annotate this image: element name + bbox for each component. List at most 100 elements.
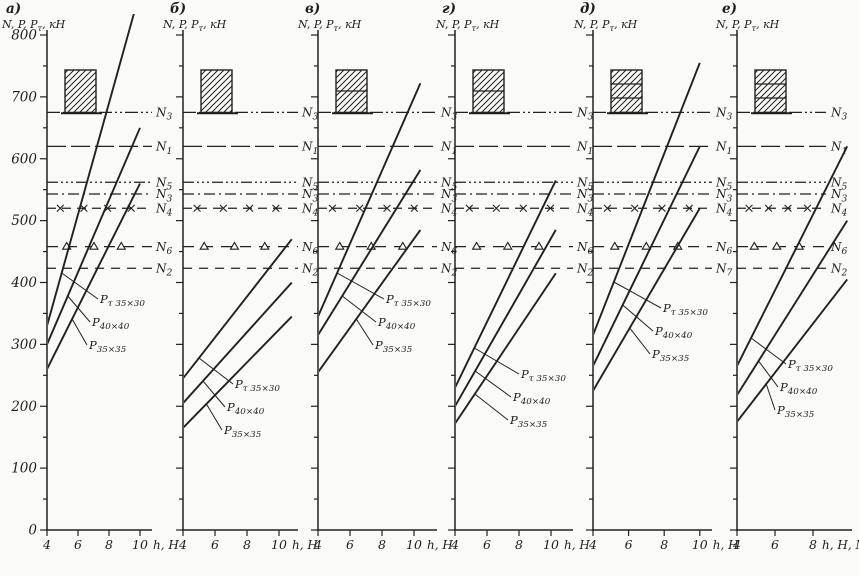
p-line-P-40x40 — [319, 169, 422, 336]
panel-d: 4 6 8 10 h, Нд)N, P, Pτ, кНN3N1N5N3N4N6N7Pτ … — [573, 1, 739, 552]
triangle-marker — [334, 241, 345, 250]
x-tick-label: 4 — [178, 537, 187, 552]
x-tick-label: 6 — [74, 537, 82, 552]
p-line-Pt-35x30 — [738, 145, 849, 367]
n-line-label-N3-lower: N3 — [576, 187, 594, 204]
p-line-label-P-35x35: P35×35 — [88, 338, 127, 355]
x-tick-label: 8 — [243, 537, 251, 552]
x-marker — [745, 204, 753, 213]
n-line-label-N2: N2 — [301, 261, 319, 278]
n-line-label-N1: N1 — [301, 140, 318, 157]
x-tick-label: 10 — [543, 537, 559, 552]
y-tick-label: 300 — [11, 337, 37, 353]
p-label-leader — [750, 337, 787, 365]
p-label-leader — [67, 295, 91, 323]
y-tick-label: 0 — [28, 523, 37, 539]
x-tick-label: 4 — [313, 537, 322, 552]
p-line-P-35x35 — [738, 278, 848, 422]
n-line-label-N7: N7 — [715, 261, 733, 278]
p-line-P-35x35 — [456, 272, 557, 424]
x-tick-label: 4 — [450, 537, 459, 552]
n-line-label-N3-upper: N3 — [576, 106, 594, 123]
p-label-leader — [205, 403, 223, 431]
p-line-label-P-35x35: P35×35 — [651, 347, 690, 364]
p-line-P-40x40 — [184, 281, 293, 404]
n-line-label-N1: N1 — [155, 140, 172, 157]
p-line-P-35x35 — [319, 229, 422, 373]
y-tick-label: 700 — [11, 89, 37, 105]
n-line-label-N3-upper: N3 — [301, 106, 319, 123]
triangle-marker — [749, 241, 760, 250]
n-line-label-N6: N6 — [155, 240, 173, 257]
p-line-label-P-40x40: P40×40 — [512, 390, 551, 407]
n-line-label-N1: N1 — [830, 140, 847, 157]
p-label-leader — [629, 327, 651, 355]
column-section-sketch — [64, 69, 97, 114]
p-line-label-P-35x35: P35×35 — [223, 423, 262, 440]
n-line-label-N5: N5 — [155, 175, 173, 192]
y-tick-label: 200 — [10, 399, 37, 415]
x-marker — [328, 204, 337, 213]
p-line-label-Pt-35x30: Pτ 35×30 — [99, 292, 145, 309]
p-line-label-P-35x35: P35×35 — [509, 413, 548, 430]
n-line-label-N3-lower: N3 — [155, 187, 173, 204]
x-tick-label: 10 — [406, 537, 422, 552]
x-axis-label: h, Н, М — [822, 538, 859, 552]
x-axis-label: h, Н — [713, 538, 739, 552]
n-line-label-N2: N2 — [440, 261, 458, 278]
n-line-label-N2: N2 — [830, 261, 848, 278]
p-line-P-35x35 — [48, 183, 141, 370]
x-marker — [193, 204, 201, 213]
x-marker — [492, 204, 501, 213]
panel-letter: в) — [305, 1, 320, 17]
y-tick-label: 100 — [11, 461, 37, 477]
x-marker — [803, 204, 812, 213]
p-label-leader — [765, 383, 776, 411]
y-tick-label: 600 — [11, 151, 37, 167]
n-line-label-N2: N2 — [155, 261, 173, 278]
p-line-label-Pt-35x30: Pτ 35×30 — [520, 367, 566, 384]
y-axis-title: N, P, Pτ, кН — [162, 18, 227, 33]
n-line-label-N6: N6 — [576, 240, 594, 257]
n-line-label-N1: N1 — [576, 140, 593, 157]
x-tick-label: 8 — [660, 537, 668, 552]
p-line-label-P-35x35: P35×35 — [374, 338, 413, 355]
x-tick-label: 6 — [625, 537, 633, 552]
x-tick-label: 10 — [132, 537, 148, 552]
x-axis-label: h, Н — [292, 538, 318, 552]
n-line-label-N4: N4 — [440, 201, 458, 218]
x-tick-label: 4 — [588, 537, 597, 552]
n-line-label-N4: N4 — [576, 201, 594, 218]
n-line-label-N5: N5 — [830, 175, 848, 192]
n-line-label-N3-lower: N3 — [715, 187, 733, 204]
p-line-label-Pt-35x30: Pτ 35×30 — [787, 357, 833, 374]
p-line-label-Pt-35x30: Pτ 35×30 — [385, 292, 431, 309]
n-line-label-N6: N6 — [715, 240, 733, 257]
p-label-leader — [474, 347, 520, 375]
p-line-Pt-35x30 — [594, 62, 701, 336]
p-label-leader — [613, 281, 662, 309]
n-line-label-N2: N2 — [576, 261, 594, 278]
panel-letter: г) — [442, 1, 456, 17]
x-marker — [784, 204, 792, 213]
x-tick-label: 6 — [346, 537, 354, 552]
p-label-leader — [341, 295, 377, 323]
n-line-label-N5: N5 — [301, 175, 319, 192]
n-line-label-N4: N4 — [830, 201, 848, 218]
p-line-label-P-40x40: P40×40 — [779, 380, 818, 397]
p-line-P-40x40 — [48, 127, 141, 345]
x-tick-label: 4 — [732, 537, 741, 552]
p-line-label-P-40x40: P40×40 — [654, 324, 693, 341]
x-marker — [272, 204, 280, 213]
triangle-marker — [116, 241, 127, 250]
x-marker — [383, 204, 391, 213]
y-axis-title: N, P, Pτ, кН — [573, 18, 638, 33]
x-tick-label: 10 — [692, 537, 708, 552]
x-marker — [465, 204, 474, 213]
x-marker — [355, 204, 364, 213]
triangle-marker — [199, 241, 210, 250]
x-axis-label: h, Н — [427, 538, 453, 552]
triangle-marker — [534, 241, 544, 250]
